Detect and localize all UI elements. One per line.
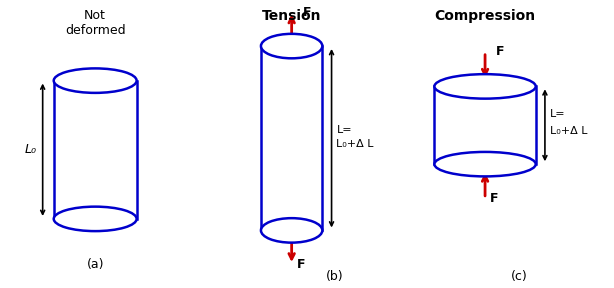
Text: (c): (c) (510, 270, 527, 283)
Text: L=: L= (336, 125, 352, 134)
Text: F: F (303, 6, 311, 20)
Ellipse shape (435, 74, 535, 99)
Text: (a): (a) (87, 258, 104, 272)
Text: L₀+Δ L: L₀+Δ L (550, 126, 588, 136)
Text: L₀+Δ L: L₀+Δ L (336, 139, 374, 149)
Text: Tension: Tension (262, 9, 321, 23)
Text: F: F (496, 45, 505, 58)
Text: F: F (297, 258, 305, 272)
Ellipse shape (261, 218, 322, 242)
Text: Compression: Compression (435, 9, 535, 23)
Text: L₀: L₀ (25, 143, 36, 156)
Ellipse shape (54, 207, 137, 231)
Text: F: F (490, 192, 499, 205)
Text: L=: L= (550, 109, 565, 119)
Ellipse shape (435, 152, 535, 177)
Polygon shape (261, 46, 322, 230)
Text: (b): (b) (326, 270, 343, 283)
Text: Not
deformed: Not deformed (65, 9, 125, 37)
Text: A: A (483, 78, 491, 92)
Ellipse shape (261, 34, 322, 58)
Text: A: A (289, 38, 298, 51)
Polygon shape (54, 81, 137, 219)
Polygon shape (435, 86, 535, 164)
Ellipse shape (54, 69, 137, 93)
Text: A₀: A₀ (91, 73, 105, 86)
